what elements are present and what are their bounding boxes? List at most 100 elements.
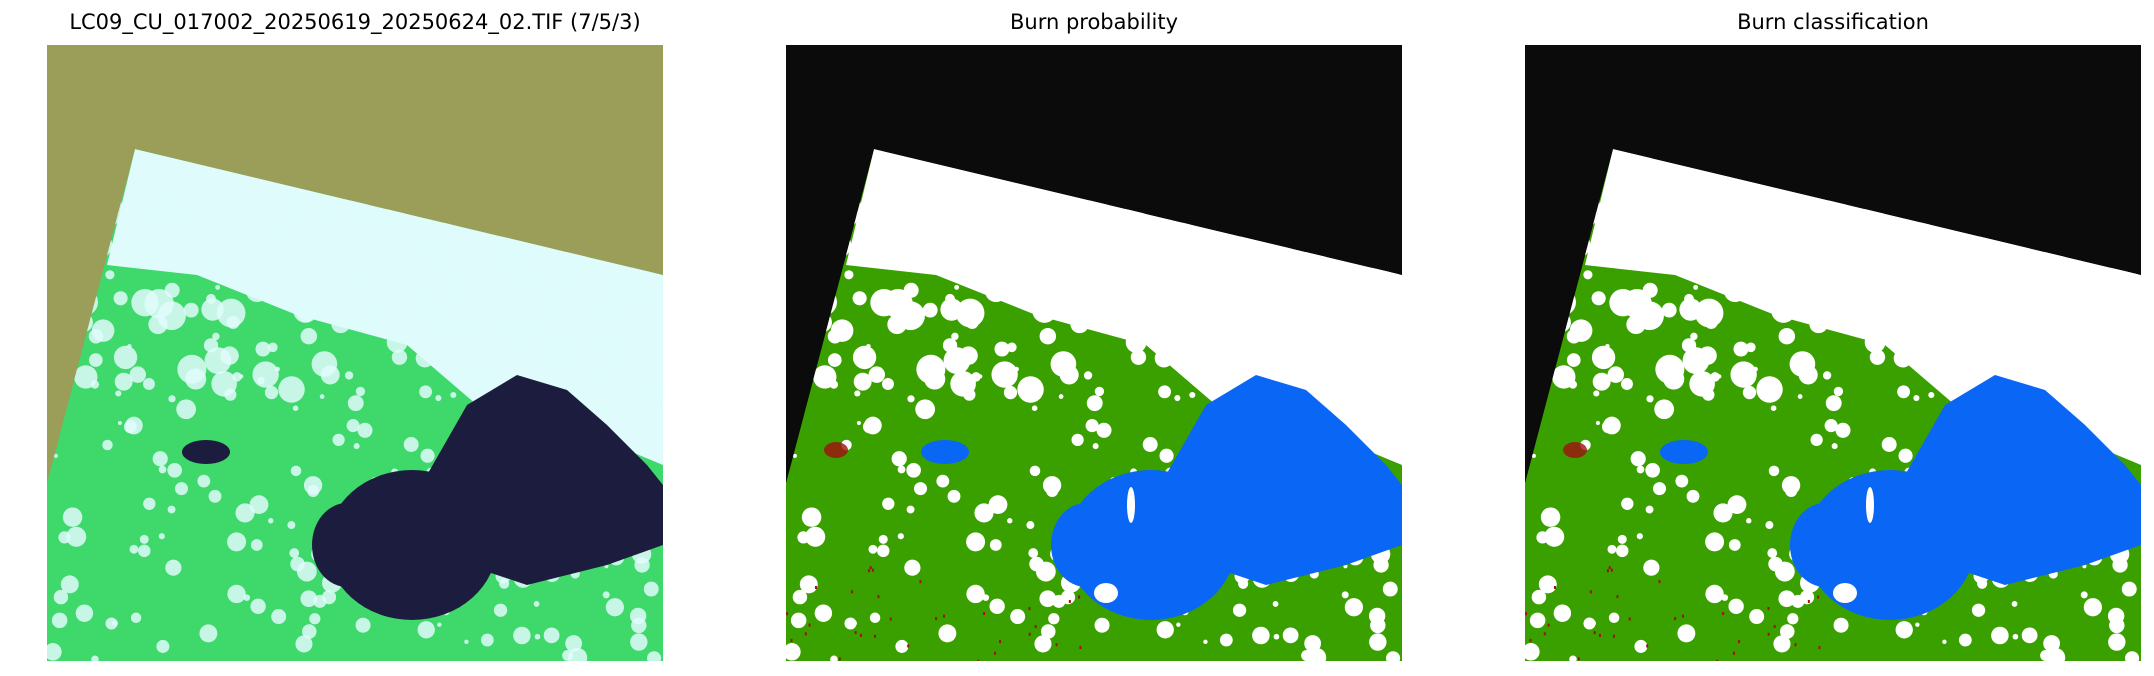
cloud-patch <box>2029 284 2046 300</box>
cloud-patch <box>1591 345 1616 370</box>
cloud-patch <box>1034 635 1052 653</box>
cloud-patch <box>1328 404 1338 414</box>
cloud-patch <box>1048 613 1060 625</box>
cloud-patch <box>1344 338 1367 361</box>
cloud-patch <box>601 400 614 413</box>
cloud-patch <box>1566 353 1581 367</box>
cloud-patch <box>129 544 139 554</box>
cloud-patch <box>906 462 921 478</box>
cloud-patch <box>1045 281 1053 289</box>
cloud-patch <box>127 228 135 236</box>
cloud-patch <box>868 544 878 554</box>
cloud-patch <box>989 539 1002 551</box>
cloud-patch <box>852 345 877 370</box>
cloud-patch <box>1070 314 1089 334</box>
cloud-patch <box>220 226 233 239</box>
cloud-patch <box>353 443 360 450</box>
cloud-patch <box>1893 349 1913 368</box>
cloud-patch <box>435 395 442 402</box>
cloud-patch <box>359 209 378 227</box>
cloud-patch <box>1769 277 1775 283</box>
cloud-patch <box>355 246 366 257</box>
cloud-patch <box>51 612 68 629</box>
burned-pixel <box>1079 646 1082 650</box>
cloud-patch <box>877 544 890 558</box>
cloud-patch <box>1945 365 1968 387</box>
cloud-patch <box>2112 557 2128 573</box>
cloud-patch <box>629 607 647 625</box>
burned-pixel <box>1658 580 1661 584</box>
cloud-patch <box>1608 612 1620 624</box>
cloud-patch <box>1622 288 1652 319</box>
cloud-patch <box>309 613 321 625</box>
cloud-patch <box>989 598 1005 614</box>
cloud-patch <box>1179 266 1211 298</box>
cloud-patch <box>345 208 363 226</box>
burn-classification-svg <box>1525 45 2141 661</box>
cloud-patch <box>2107 607 2125 625</box>
cloud-patch <box>1687 256 1703 273</box>
cloud-patch <box>2074 298 2096 320</box>
cloud-patch <box>1745 342 1756 353</box>
cloud-patch <box>197 474 211 488</box>
cloud-patch <box>295 635 313 653</box>
cloud-patch <box>2102 279 2130 307</box>
lake-small <box>182 440 230 464</box>
cloud-patch <box>1827 218 1833 224</box>
cloud-patch <box>799 575 818 594</box>
cloud-patch <box>1915 622 1920 627</box>
cloud-patch <box>897 533 904 540</box>
cloud-patch <box>904 559 921 576</box>
cloud-patch <box>1269 308 1291 329</box>
burned-pixel <box>1028 632 1031 636</box>
cloud-patch <box>250 539 263 551</box>
cloud-patch <box>936 228 941 233</box>
cloud-patch <box>450 391 457 399</box>
cloud-patch <box>601 276 624 300</box>
cloud-patch <box>1686 489 1700 503</box>
cloud-patch <box>945 230 952 238</box>
cloud-patch <box>950 371 976 397</box>
cloud-patch <box>947 489 961 503</box>
cloud-patch <box>1176 622 1181 627</box>
cloud-patch <box>1219 300 1224 305</box>
cloud-patch <box>1340 400 1353 413</box>
cloud-patch <box>1742 385 1757 400</box>
cloud-patch <box>1021 280 1036 295</box>
cloud-patch <box>959 346 978 365</box>
cloud-patch <box>1859 206 1886 233</box>
cloud-patch <box>533 601 540 607</box>
burned-pixel <box>1807 599 1810 603</box>
cloud-over-lake <box>1127 487 1135 523</box>
cloud-patch <box>1991 626 2009 645</box>
cloud-patch <box>1605 228 1613 236</box>
burned-pixel <box>907 644 910 648</box>
cloud-patch <box>1789 351 1816 377</box>
cloud-patch <box>534 633 541 640</box>
rgb-composite-image <box>47 45 663 661</box>
cloud-patch <box>2052 292 2062 302</box>
cloud-patch <box>869 612 881 624</box>
cloud-patch <box>371 246 390 264</box>
cloud-patch <box>1252 626 1270 645</box>
cloud-patch <box>1368 607 1386 625</box>
cloud-patch <box>201 298 224 321</box>
cloud-patch <box>1203 639 1208 645</box>
burned-pixel <box>1078 595 1081 599</box>
cloud-patch <box>966 532 986 552</box>
burned-pixel <box>1738 640 1741 644</box>
cloud-patch <box>1305 261 1318 274</box>
cloud-patch <box>1286 335 1319 368</box>
burned-pixel <box>1553 585 1556 589</box>
cloud-patch <box>994 341 1010 357</box>
cloud-patch <box>208 489 222 503</box>
cloud-patch <box>1273 633 1280 640</box>
cloud-patch <box>525 282 535 292</box>
cloud-patch <box>882 378 894 390</box>
burn-probability-image <box>786 45 1402 661</box>
cloud-patch <box>166 213 182 229</box>
cloud-patch <box>117 420 122 426</box>
burned-pixel <box>873 634 876 638</box>
cloud-patch <box>565 635 583 652</box>
cloud-patch <box>227 584 246 604</box>
